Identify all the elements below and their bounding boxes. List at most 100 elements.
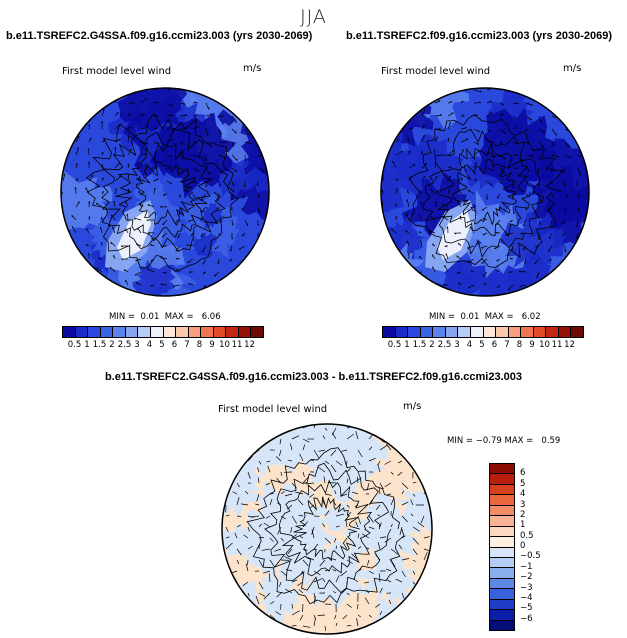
right-colorbar-tick-label: 8: [517, 340, 522, 350]
right-colorbar-swatch: [484, 327, 497, 337]
right-colorbar-tick-label: 2.5: [438, 340, 452, 350]
left-colorbar-tick-label: 0.5: [68, 340, 82, 350]
right-plot-label: First model level wind: [381, 66, 490, 77]
diff-colorbar-tick-label: 6: [520, 468, 525, 478]
left-colorbar-tick-label: 4: [147, 340, 152, 350]
left-colorbar-swatch: [164, 327, 177, 337]
right-colorbar-tick-label: 2: [429, 340, 434, 350]
left-colorbar-tick-label: 11: [232, 340, 243, 350]
diff-minmax: MIN = −0.79 MAX = 0.59: [447, 436, 560, 446]
diff-panel-title: b.e11.TSREFC2.G4SSA.f09.g16.ccmi23.003 -…: [0, 371, 627, 383]
right-polar-map: [375, 82, 595, 302]
left-colorbar-swatch: [201, 327, 214, 337]
left-colorbar-tick-label: 1.5: [93, 340, 107, 350]
diff-colorbar-tick-label: 0.5: [520, 531, 534, 541]
left-colorbar-tick-label: 1: [84, 340, 89, 350]
diff-polar-map: [218, 420, 436, 638]
right-colorbar-swatch: [559, 327, 572, 337]
right-panel-title: b.e11.TSREFC2.f09.g16.ccmi23.003 (yrs 20…: [346, 30, 612, 42]
right-colorbar-tick-label: 0.5: [388, 340, 402, 350]
diff-colorbar-tick-label: 1: [520, 520, 525, 530]
diff-colorbar-swatch: [490, 516, 514, 526]
left-colorbar-swatch: [138, 327, 151, 337]
left-colorbar-tick-label: 12: [244, 340, 255, 350]
left-colorbar-swatch: [176, 327, 189, 337]
diff-colorbar-swatch: [490, 558, 514, 568]
season-title: JJA: [0, 6, 627, 28]
left-colorbar-swatch: [76, 327, 89, 337]
right-colorbar-swatch: [396, 327, 409, 337]
left-colorbar-swatch: [101, 327, 114, 337]
right-units-label: m/s: [563, 63, 581, 74]
right-colorbar-tick-label: 11: [552, 340, 563, 350]
left-units-label: m/s: [243, 63, 261, 74]
diff-colorbar-tick-label: 2: [520, 510, 525, 520]
right-colorbar-swatch: [458, 327, 471, 337]
left-colorbar-swatch: [113, 327, 126, 337]
left-panel-title: b.e11.TSREFC2.G4SSA.f09.g16.ccmi23.003 (…: [6, 30, 312, 42]
left-colorbar-swatch: [251, 327, 263, 337]
diff-colorbar-swatch: [490, 548, 514, 558]
diff-colorbar-swatch: [490, 506, 514, 516]
left-colorbar-swatch: [151, 327, 164, 337]
left-colorbar-tick-label: 3: [134, 340, 139, 350]
right-colorbar-tick-label: 7: [504, 340, 509, 350]
right-colorbar-tick-label: 6: [492, 340, 497, 350]
right-colorbar-swatch: [433, 327, 446, 337]
right-colorbar-swatch: [383, 327, 396, 337]
right-colorbar-swatch: [534, 327, 547, 337]
left-colorbar-swatch: [214, 327, 227, 337]
right-colorbar-tick-label: 9: [529, 340, 534, 350]
diff-colorbar-tick-label: −1: [520, 562, 533, 572]
diff-plot-label: First model level wind: [218, 404, 327, 415]
right-colorbar-swatch: [521, 327, 534, 337]
left-colorbar-tick-label: 10: [219, 340, 230, 350]
right-colorbar-tick-label: 3: [454, 340, 459, 350]
diff-colorbar-tick-label: −2: [520, 572, 533, 582]
left-colorbar-tick-label: 2.5: [118, 340, 132, 350]
diff-colorbar-tick-label: 0: [520, 541, 525, 551]
left-colorbar-swatch: [239, 327, 252, 337]
right-colorbar-swatch: [471, 327, 484, 337]
left-colorbar-tick-label: 7: [184, 340, 189, 350]
right-colorbar-tick-label: 1: [404, 340, 409, 350]
right-colorbar-tick-label: 4: [467, 340, 472, 350]
right-colorbar-tick-label: 1.5: [413, 340, 427, 350]
left-colorbar-swatch: [189, 327, 202, 337]
diff-colorbar-swatch: [490, 589, 514, 599]
diff-colorbar-swatch: [490, 464, 514, 474]
diff-colorbar-tick-label: −5: [520, 603, 533, 613]
left-polar-map: [55, 82, 275, 302]
diff-colorbar-swatch: [490, 610, 514, 620]
left-colorbar-swatch: [88, 327, 101, 337]
right-colorbar-swatch: [496, 327, 509, 337]
right-colorbar-swatch: [446, 327, 459, 337]
right-colorbar-swatch: [509, 327, 522, 337]
left-colorbar-tick-label: 9: [209, 340, 214, 350]
left-colorbar-tick-label: 5: [159, 340, 164, 350]
diff-colorbar-swatch: [490, 600, 514, 610]
right-colorbar: [382, 326, 584, 338]
diff-colorbar-tick-label: 3: [520, 500, 525, 510]
diff-colorbar-tick-label: −3: [520, 583, 533, 593]
right-colorbar-swatch: [421, 327, 434, 337]
right-colorbar-tick-label: 12: [564, 340, 575, 350]
diff-colorbar-tick-label: −6: [520, 614, 533, 624]
right-colorbar-swatch: [571, 327, 583, 337]
diff-colorbar-swatch: [490, 527, 514, 537]
left-colorbar-tick-label: 8: [197, 340, 202, 350]
right-minmax: MIN = 0.01 MAX = 6.02: [429, 312, 541, 322]
diff-colorbar-tick-label: 4: [520, 489, 525, 499]
diff-colorbar-tick-label: −4: [520, 593, 533, 603]
diff-colorbar-tick-label: 5: [520, 479, 525, 489]
diff-colorbar-swatch: [490, 537, 514, 547]
left-colorbar-swatch: [226, 327, 239, 337]
left-colorbar-tick-label: 6: [172, 340, 177, 350]
diff-colorbar-swatch: [490, 621, 514, 630]
left-plot-label: First model level wind: [62, 66, 171, 77]
diff-colorbar-swatch: [490, 495, 514, 505]
right-colorbar-tick-label: 10: [539, 340, 550, 350]
right-colorbar-tick-label: 5: [479, 340, 484, 350]
diff-colorbar: [489, 463, 515, 631]
